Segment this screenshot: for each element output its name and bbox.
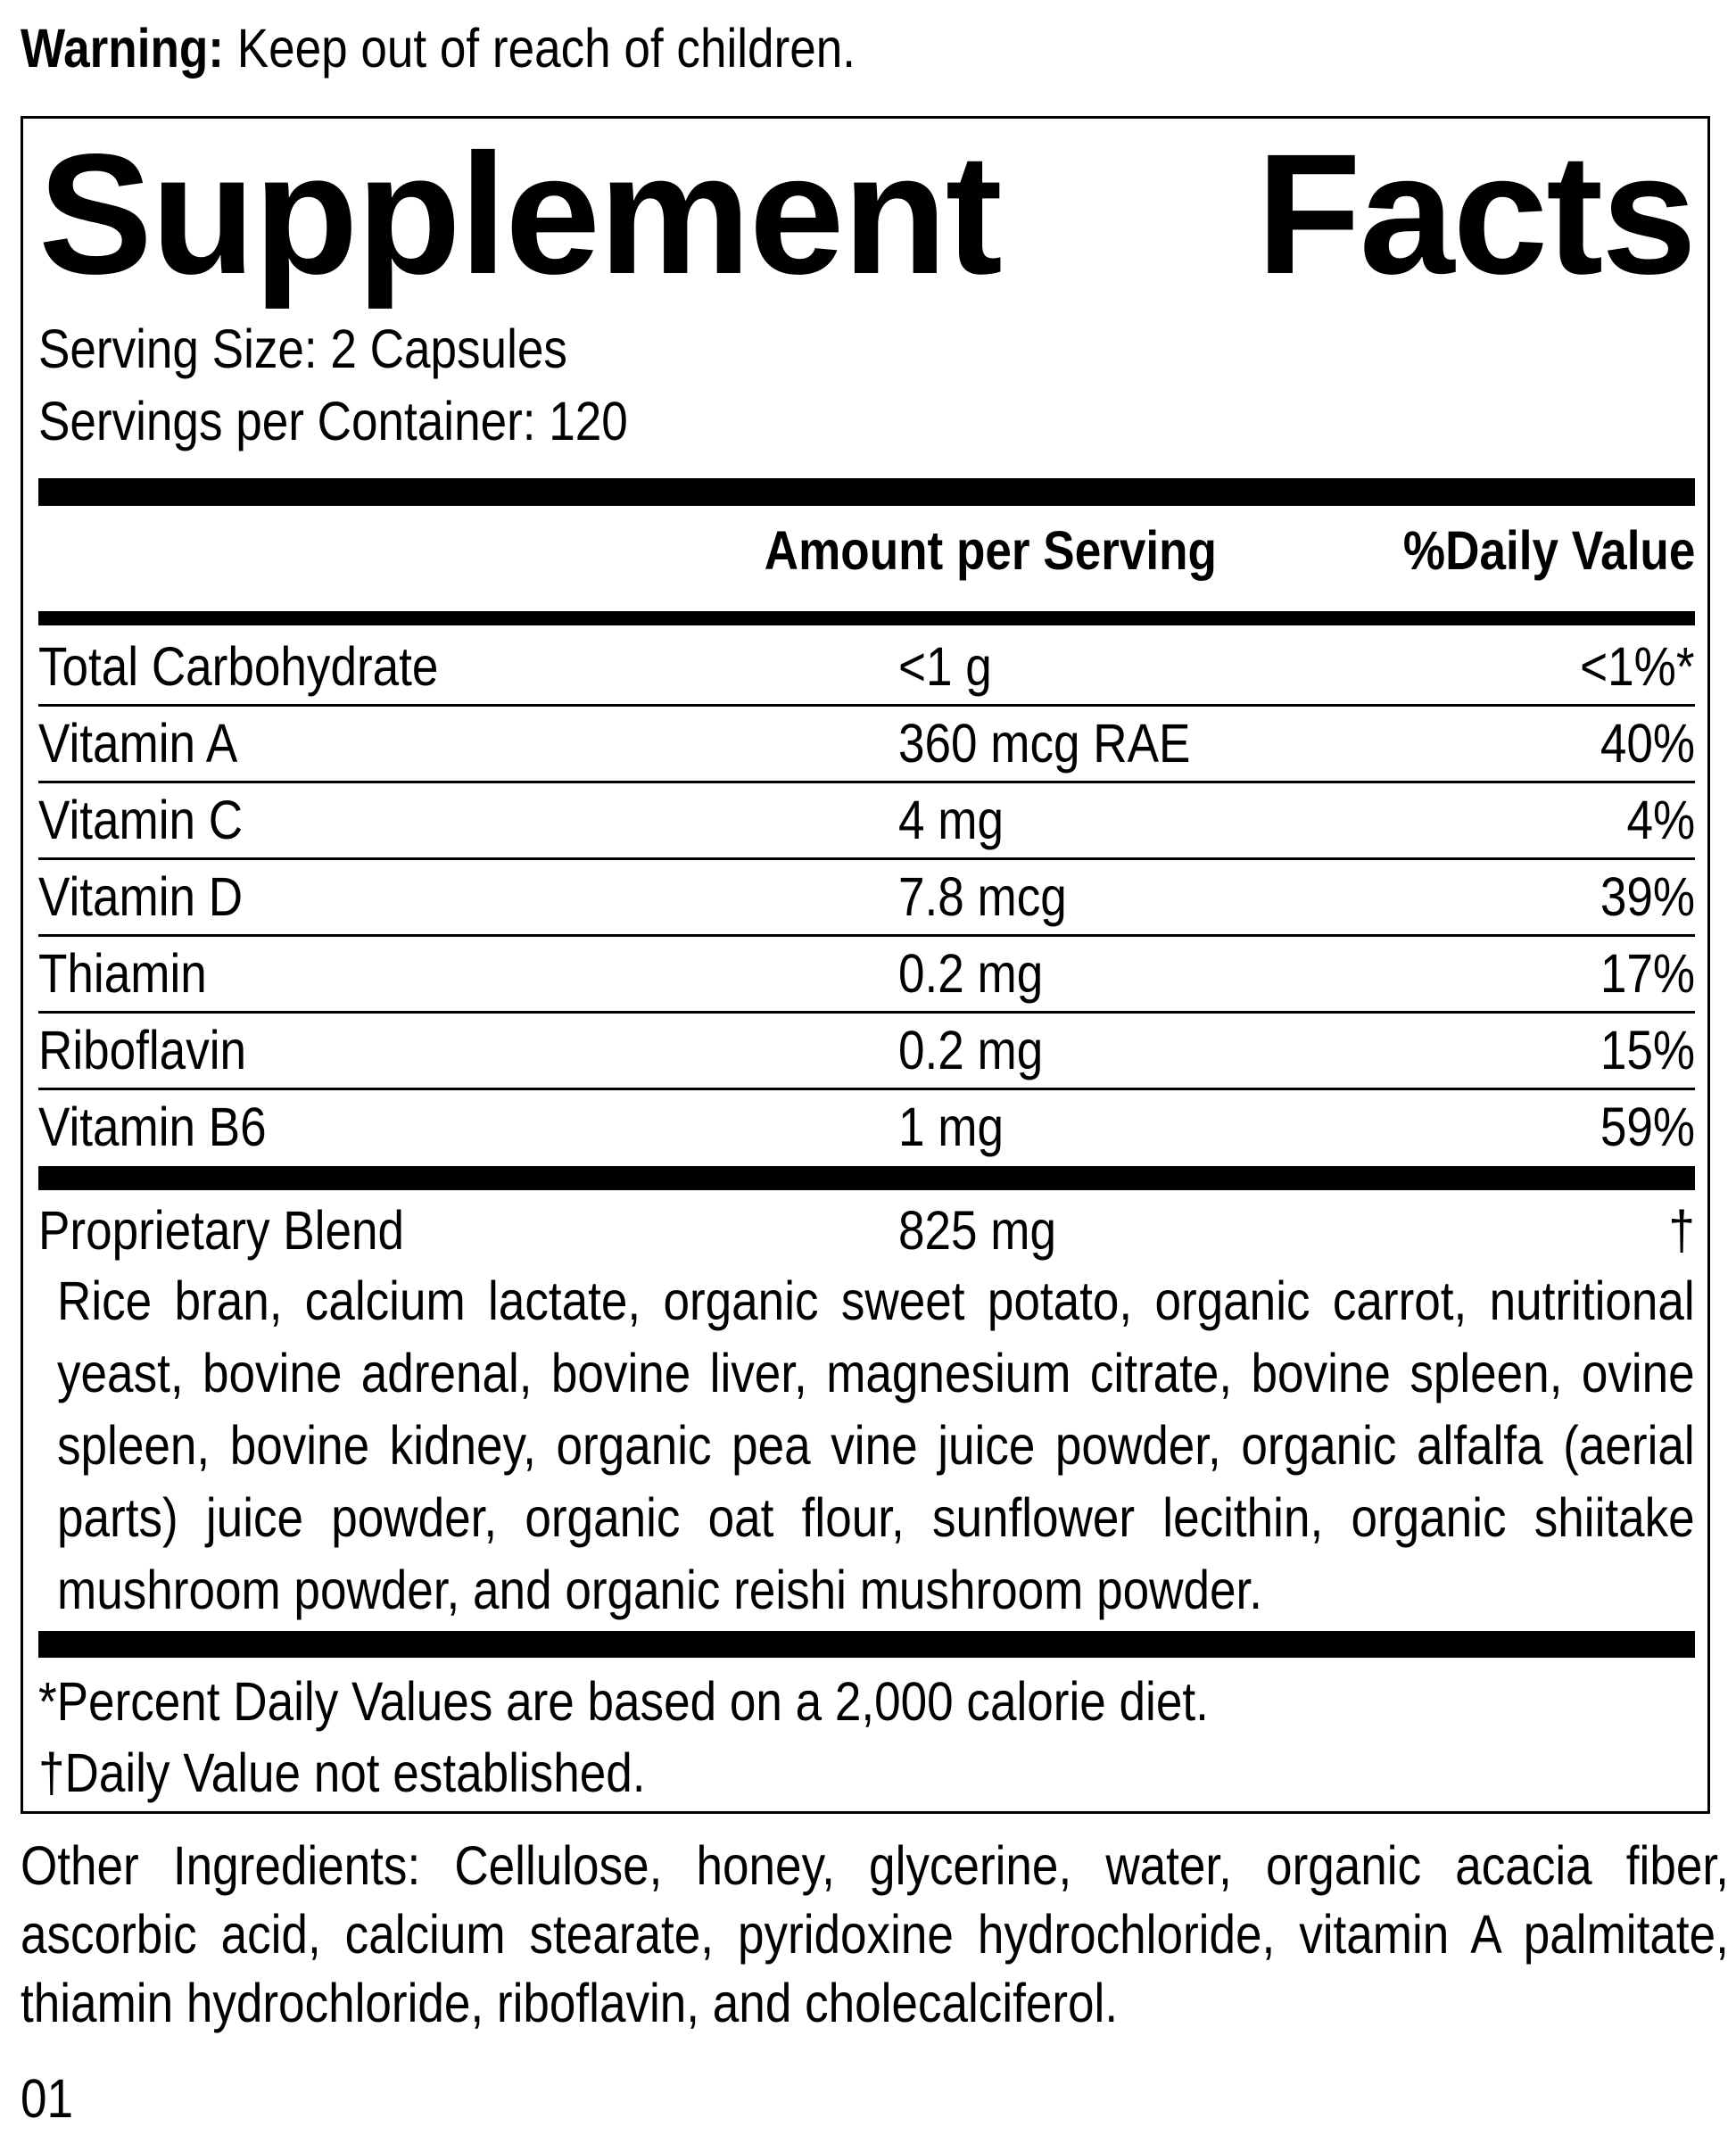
- nutrient-daily-value: 4%: [1626, 790, 1695, 850]
- nutrient-name: Vitamin D: [38, 866, 244, 927]
- warning-label: Warning:: [21, 18, 224, 79]
- blend-name: Proprietary Blend: [38, 1200, 405, 1261]
- nutrient-amount: 360 mcg RAE: [898, 713, 1191, 774]
- serving-size: Serving Size: 2 Capsules: [38, 319, 567, 379]
- servings-per-container: Servings per Container: 120: [38, 391, 628, 451]
- footnote-not-established: †Daily Value not established.: [38, 1742, 646, 1803]
- nutrient-amount: 0.2 mg: [898, 1020, 1044, 1080]
- nutrient-row: Vitamin D 7.8 mcg 39%: [38, 858, 1695, 935]
- nutrient-amount: 0.2 mg: [898, 943, 1044, 1004]
- row-divider: [38, 704, 1695, 707]
- nutrient-name: Vitamin C: [38, 790, 244, 850]
- nutrient-daily-value: 39%: [1600, 866, 1695, 927]
- row-divider: [38, 857, 1695, 860]
- nutrient-row: Total Carbohydrate <1 g <1%*: [38, 628, 1695, 705]
- row-divider: [38, 1088, 1695, 1090]
- warning-text: Warning: Keep out of reach of children.: [21, 10, 856, 87]
- blend-dv: †: [1668, 1200, 1695, 1261]
- nutrient-name: Thiamin: [38, 943, 207, 1004]
- nutrient-row: Riboflavin 0.2 mg 15%: [38, 1012, 1695, 1088]
- blend-row: Proprietary Blend 825 mg †: [38, 1192, 1695, 1269]
- blend-ingredients: Rice bran, calcium lactate, organic swee…: [57, 1271, 1695, 1620]
- nutrient-amount: <1 g: [898, 636, 992, 697]
- nutrient-row: Vitamin C 4 mg 4%: [38, 782, 1695, 858]
- title-word-supplement: Supplement: [38, 118, 1003, 310]
- warning-body: Keep out of reach of children.: [223, 18, 856, 79]
- thick-divider: [38, 478, 1695, 506]
- nutrient-name: Vitamin A: [38, 713, 238, 774]
- nutrient-daily-value: <1%*: [1580, 636, 1695, 697]
- panel-title: Supplement Facts: [38, 118, 1697, 310]
- thick-divider: [38, 1631, 1695, 1658]
- nutrient-name: Total Carbohydrate: [38, 636, 439, 697]
- header-amount: Amount per Serving: [764, 520, 1217, 581]
- nutrient-amount: 7.8 mcg: [898, 866, 1067, 927]
- row-divider: [38, 781, 1695, 783]
- nutrient-daily-value: 40%: [1600, 713, 1695, 774]
- nutrient-name: Riboflavin: [38, 1020, 247, 1080]
- supplement-facts-panel: [21, 116, 1710, 1814]
- nutrient-row: Vitamin A 360 mcg RAE 40%: [38, 705, 1695, 782]
- title-word-facts: Facts: [1256, 118, 1697, 310]
- nutrient-row: Thiamin 0.2 mg 17%: [38, 935, 1695, 1012]
- thick-divider: [38, 1166, 1695, 1190]
- nutrient-row: Vitamin B6 1 mg 59%: [38, 1088, 1695, 1165]
- other-ingredients: Other Ingredients: Cellulose, honey, gly…: [21, 1835, 1729, 2033]
- nutrient-amount: 4 mg: [898, 790, 1004, 850]
- label-code: 01: [21, 2068, 74, 2129]
- nutrient-name: Vitamin B6: [38, 1097, 267, 1157]
- medium-divider: [38, 611, 1695, 625]
- blend-amount: 825 mg: [898, 1200, 1057, 1261]
- nutrient-daily-value: 15%: [1600, 1020, 1695, 1080]
- row-divider: [38, 934, 1695, 937]
- header-daily-value: %Daily Value: [1402, 520, 1695, 581]
- footnote-daily-values: *Percent Daily Values are based on a 2,0…: [38, 1671, 1209, 1732]
- nutrient-daily-value: 17%: [1600, 943, 1695, 1004]
- row-divider: [38, 1011, 1695, 1014]
- nutrient-daily-value: 59%: [1600, 1097, 1695, 1157]
- nutrient-amount: 1 mg: [898, 1097, 1004, 1157]
